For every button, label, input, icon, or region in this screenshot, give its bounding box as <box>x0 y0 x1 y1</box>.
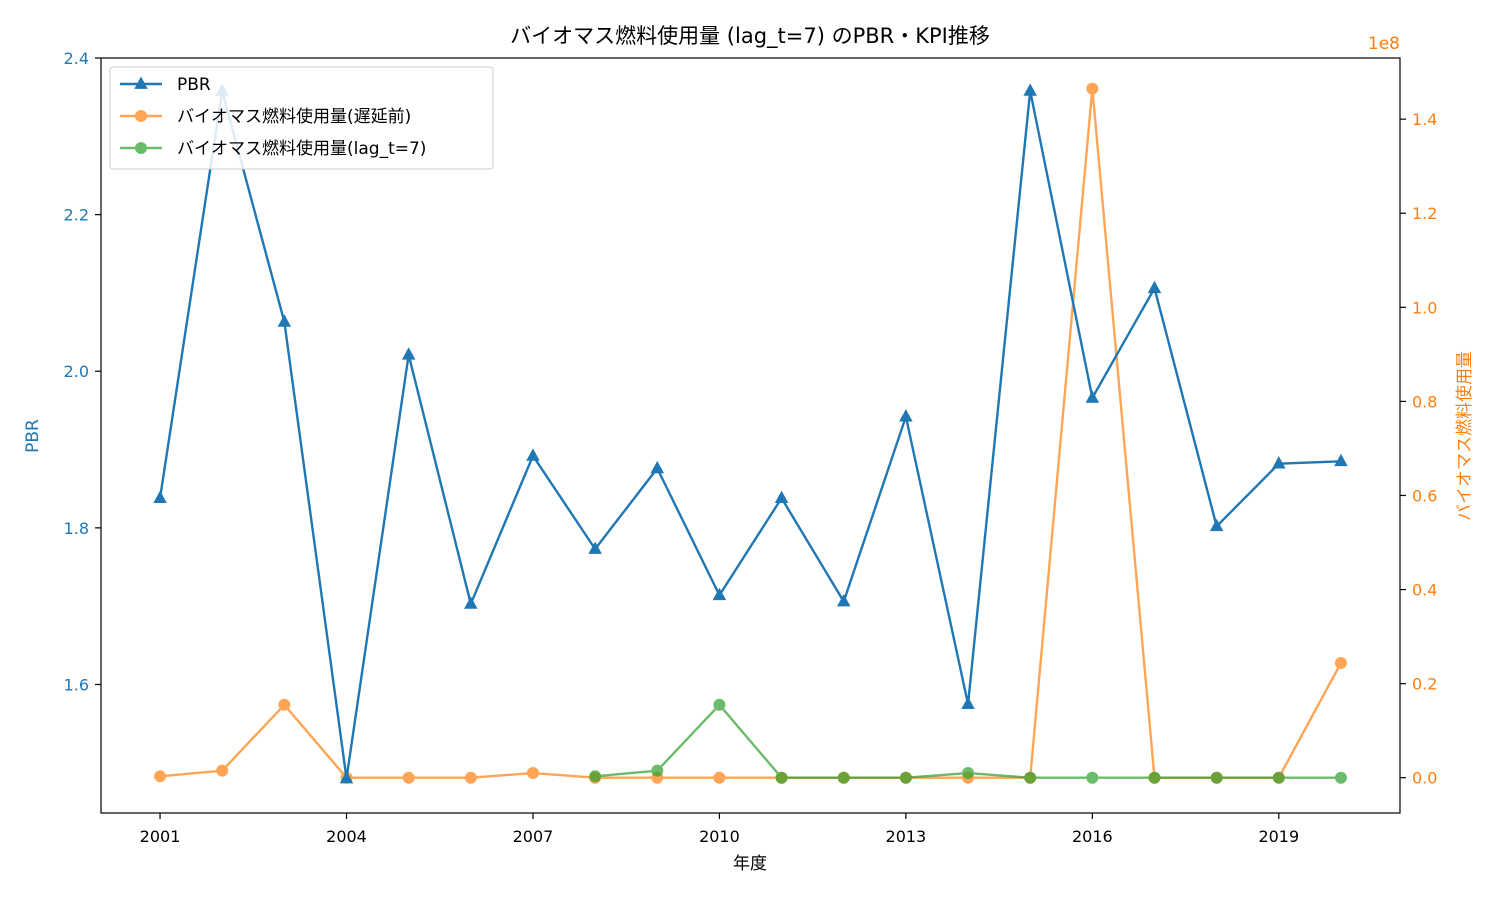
data-point <box>216 764 229 777</box>
series-0 <box>153 83 1348 784</box>
data-point <box>401 347 416 360</box>
series-line <box>595 703 1341 779</box>
y-right-tick-label: 1.0 <box>1412 298 1437 317</box>
x-tick-label: 2007 <box>513 827 554 846</box>
data-point <box>1148 771 1161 784</box>
x-tick-label: 2004 <box>326 827 367 846</box>
y-left-tick-label: 2.0 <box>64 362 89 381</box>
legend-marker <box>134 76 148 89</box>
x-tick-label: 2019 <box>1258 827 1299 846</box>
legend-label: PBR <box>177 75 211 95</box>
data-point <box>464 771 477 784</box>
data-point <box>962 767 975 780</box>
x-axis-label: 年度 <box>733 854 767 874</box>
data-point <box>775 771 788 784</box>
chart-title: バイオマス燃料使用量 (lag_t=7) のPBR・KPI推移 <box>510 24 990 49</box>
plot-frame <box>100 57 1401 814</box>
legend-swatch <box>120 110 162 122</box>
data-point <box>154 770 167 783</box>
data-point <box>589 770 602 783</box>
data-point <box>1272 456 1286 469</box>
data-point <box>153 490 167 503</box>
y-axis-label-left: PBR <box>23 419 43 453</box>
data-point <box>277 314 292 327</box>
y-right-tick-label: 0.2 <box>1412 675 1437 694</box>
y-left-tick-label: 1.6 <box>64 675 89 694</box>
y-right-tick-label: 1.4 <box>1412 110 1437 129</box>
right-axis-multiplier: 1e8 <box>1368 34 1400 54</box>
data-point <box>464 596 478 609</box>
legend-swatch <box>120 142 162 154</box>
data-point <box>1147 280 1162 294</box>
y-right-tick-label: 0.4 <box>1412 581 1437 600</box>
data-point <box>1334 771 1347 784</box>
legend-marker <box>135 142 147 154</box>
data-point <box>836 593 851 607</box>
data-point <box>1334 656 1347 669</box>
legend: PBR バイオマス燃料使用量(遅延前) バイオマス燃料使用量(lag_t=7) <box>109 66 494 170</box>
data-point <box>1086 771 1099 784</box>
y-right-tick-label: 0.8 <box>1412 392 1437 411</box>
x-tick-label: 2010 <box>699 827 740 846</box>
series-2 <box>589 698 1347 784</box>
x-tick-label: 2016 <box>1072 827 1113 846</box>
legend-box <box>109 66 494 170</box>
y-right-tick-label: 0.0 <box>1412 769 1437 788</box>
data-point <box>402 771 415 784</box>
y-left-tick-label: 1.8 <box>64 519 89 538</box>
data-point <box>588 541 602 554</box>
series-line <box>159 87 1343 779</box>
data-point <box>961 696 975 709</box>
data-point <box>650 460 665 474</box>
data-point <box>899 771 912 784</box>
y-right-tick-label: 1.2 <box>1412 204 1437 223</box>
data-point <box>526 767 539 780</box>
data-point <box>1210 771 1223 784</box>
y-left-tick-label: 2.4 <box>64 49 89 68</box>
legend-label: バイオマス燃料使用量(遅延前) <box>177 106 411 127</box>
data-point <box>774 490 789 503</box>
data-point <box>713 771 726 784</box>
data-point <box>1023 83 1037 96</box>
data-point <box>712 587 727 601</box>
series-layer <box>153 82 1348 784</box>
y-axis-label-right: バイオマス燃料使用量 <box>1454 351 1475 521</box>
data-point <box>339 770 354 784</box>
legend-swatch <box>120 76 162 89</box>
series-line <box>158 89 1341 780</box>
data-point <box>526 448 540 461</box>
data-point <box>1334 453 1348 467</box>
x-tick-label: 2001 <box>140 827 181 846</box>
y-right-tick-label: 0.6 <box>1412 486 1437 505</box>
data-point <box>1272 771 1285 784</box>
y-left-tick-label: 2.2 <box>64 206 89 225</box>
data-point <box>278 698 291 711</box>
legend-label: バイオマス燃料使用量(lag_t=7) <box>177 138 426 159</box>
data-point <box>837 771 850 784</box>
x-tick-label: 2013 <box>886 827 927 846</box>
data-point <box>651 764 664 777</box>
data-point <box>1085 390 1100 403</box>
data-point <box>899 409 913 422</box>
legend-marker <box>135 110 147 122</box>
data-point <box>1086 82 1099 95</box>
axis-layer: 2001 2004 2007 2010 2013 2016 2019 1.6 1.8 2.0 2.2… <box>64 49 1438 846</box>
data-point <box>713 698 726 711</box>
data-point <box>1024 771 1037 784</box>
data-point <box>1209 518 1224 532</box>
